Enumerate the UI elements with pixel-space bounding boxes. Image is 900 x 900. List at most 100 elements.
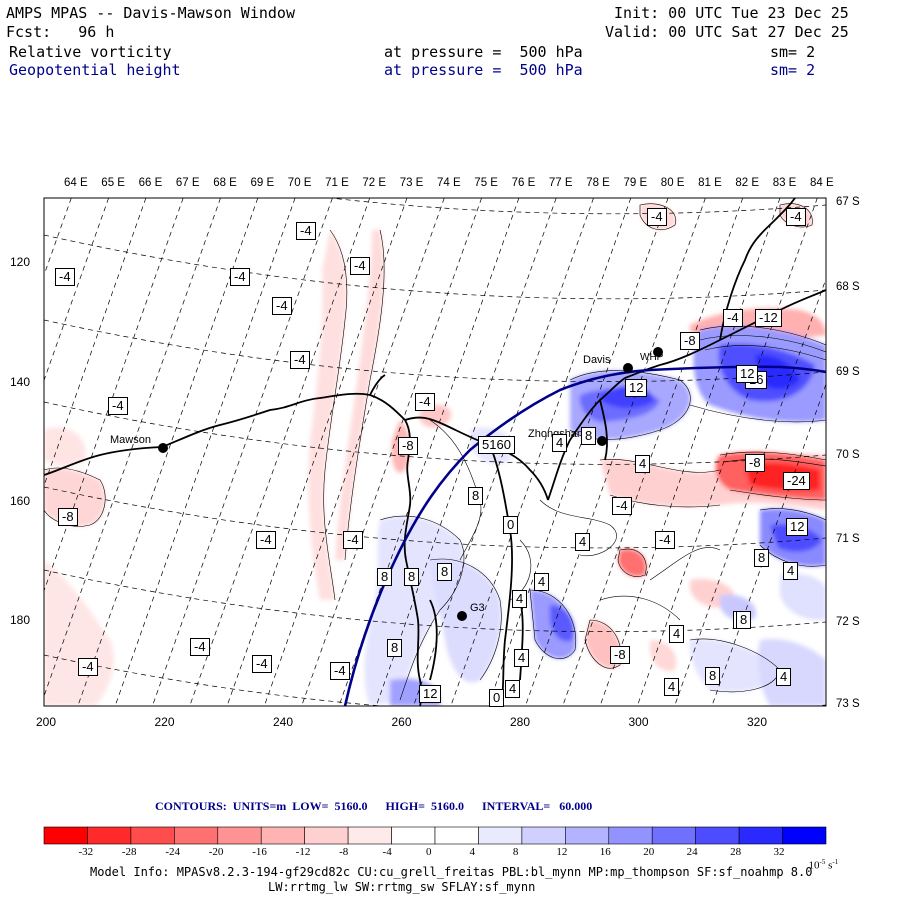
forecast-hour: Fcst: 96 h <box>6 23 115 41</box>
contours-vorticity: CONTOURS: UNITS=10-5 s-1 LOW= -32.000 HI… <box>133 812 612 843</box>
contour-label-box: 4 <box>552 434 568 452</box>
lon-label: 65 E <box>101 177 125 189</box>
contour-label-box: 8 <box>736 611 752 629</box>
meridian-line <box>0 198 34 706</box>
parallel-line <box>327 198 826 215</box>
colorbar-tick-label: -8 <box>339 846 349 858</box>
model-info-line2: LW:rrtmg_lw SW:rrtmg_sw SFLAY:sf_mynn <box>268 880 536 894</box>
lon-label: 76 E <box>511 177 536 189</box>
colorbar-tick-label: -12 <box>295 846 311 858</box>
lon-label: 78 E <box>586 177 610 189</box>
lat-label: 70 S <box>836 449 860 461</box>
station-whp-marker <box>653 347 663 357</box>
field1-level: at pressure = 500 hPa <box>384 43 583 61</box>
lon-label: 68 E <box>213 177 237 189</box>
contour-label-box: 8 <box>468 487 484 505</box>
contour-label-box: 4 <box>534 573 550 591</box>
field1-smoothing: sm= 2 <box>770 43 816 61</box>
contour-label-box: -24 <box>783 472 810 490</box>
colorbar-tick-label: 8 <box>512 846 519 858</box>
contour-label-box: -4 <box>108 397 128 415</box>
lon-label: 84 E <box>810 177 834 189</box>
station-zhongshan-marker <box>597 436 607 446</box>
contours-vorticity-exp: -5 <box>272 827 279 836</box>
lon-label: 74 E <box>437 177 461 189</box>
colorbar-tick-label: -28 <box>121 846 137 858</box>
contour-label-box: 12 <box>419 685 442 703</box>
y-tick-label: 120 <box>10 255 31 269</box>
lon-label: 64 E <box>64 177 88 189</box>
contour-label-box: 4 <box>512 590 528 608</box>
lat-label: 68 S <box>836 281 860 293</box>
colorbar-tick-label: 28 <box>730 846 742 858</box>
contour-label-box: -4 <box>723 309 743 327</box>
colorbar-units: 10-5 s-1 <box>803 846 839 872</box>
meridian-line <box>636 198 818 706</box>
colorbar-units-s: s <box>825 859 833 872</box>
lon-label: 79 E <box>623 177 648 189</box>
lon-label: 67 E <box>175 177 200 189</box>
contour-label-box: -4 <box>230 268 250 286</box>
contour-label-box: -8 <box>610 646 630 664</box>
contour-label-box: 8 <box>437 563 453 581</box>
contour-label-box: 4 <box>783 562 799 580</box>
contour-label-box: -4 <box>786 208 806 226</box>
contour-label-box: 5160 <box>478 436 515 454</box>
lat-label: 67 S <box>836 196 860 208</box>
colorbar-tick-label: 12 <box>556 846 568 858</box>
colorbar-tick-label: -20 <box>208 846 224 858</box>
lon-label: 80 E <box>660 177 685 189</box>
contour-label-box: 4 <box>505 680 521 698</box>
contour-label-box: -8 <box>58 508 78 526</box>
contours-vorticity-range: LOW= -32.000 HIGH= 32.000 INTERVAL= 4.00… <box>293 828 613 842</box>
contours-vorticity-s: s <box>278 828 287 842</box>
contour-label-box: -4 <box>350 257 370 275</box>
colorbar-tick-label: -24 <box>165 846 180 858</box>
lon-label: 66 E <box>138 177 163 189</box>
meridian-line <box>114 198 296 706</box>
colorbar-tick-label: 20 <box>643 846 655 858</box>
y-tick-label: 180 <box>10 613 31 627</box>
colorbar-tick-label: -32 <box>78 846 94 858</box>
contour-label-box: 8 <box>705 667 721 685</box>
contours-geopotential: CONTOURS: UNITS=m LOW= 5160.0 HIGH= 5160… <box>155 799 593 813</box>
colorbar-units-exp2: -1 <box>832 858 839 866</box>
station-markers <box>158 347 663 621</box>
parallel-line <box>44 234 826 300</box>
contour-label-box: 4 <box>635 455 651 473</box>
map-frame <box>43 197 827 707</box>
lon-label: 82 E <box>735 177 760 189</box>
lon-label: 70 E <box>287 177 312 189</box>
contour-label-box: 4 <box>575 533 591 551</box>
lat-label: 71 S <box>836 533 860 545</box>
contour-label-box: 12 <box>786 518 809 536</box>
colorbar-tick-label: -16 <box>252 846 267 858</box>
lon-label: 73 E <box>399 177 424 189</box>
contour-label-box: -4 <box>190 638 210 656</box>
contour-label-box: -4 <box>655 531 675 549</box>
colorbar-tick-label: 24 <box>686 846 698 858</box>
colorbar-tick-label: 4 <box>469 846 475 858</box>
x-tick-label: 240 <box>273 715 294 729</box>
map-content <box>0 198 826 706</box>
y-tick-label: 140 <box>10 375 31 389</box>
contour-label-box: -4 <box>343 531 363 549</box>
lon-label: 72 E <box>362 177 387 189</box>
station-davis-marker <box>623 363 633 373</box>
contour-label-box: 8 <box>377 568 393 586</box>
contour-label-box: 8 <box>754 549 770 567</box>
lon-label: 83 E <box>772 177 797 189</box>
lon-label: 75 E <box>474 177 498 189</box>
x-tick-label: 200 <box>36 715 57 729</box>
contour-label-box: -8 <box>680 332 700 350</box>
contour-label-box: -8 <box>745 454 765 472</box>
colorbar-units-base: 10 <box>808 859 820 872</box>
contour-label-box: 12 <box>625 379 648 397</box>
contour-label-box: -4 <box>78 658 98 676</box>
contour-label-box: 8 <box>404 568 420 586</box>
colorbar-tick-label: -4 <box>382 846 392 858</box>
x-tick-label: 220 <box>154 715 175 729</box>
colorbar-tick-label: 16 <box>599 846 611 858</box>
contour-label-box: 4 <box>664 678 680 696</box>
contour-label-box: 4 <box>514 649 530 667</box>
